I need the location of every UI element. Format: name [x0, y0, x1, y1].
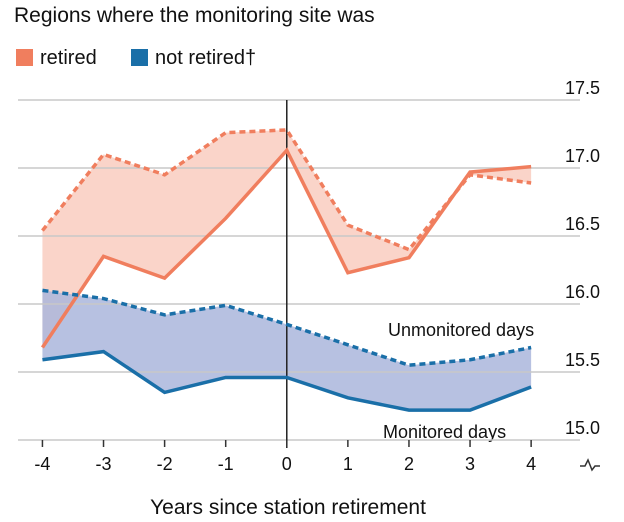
- x-tick-label: -4: [34, 454, 50, 474]
- x-tick-label: 0: [282, 454, 292, 474]
- legend-label: retired: [40, 47, 97, 69]
- axis-break: [580, 458, 600, 472]
- y-tick-label: 17.5: [565, 78, 600, 98]
- x-tick-label: 1: [343, 454, 353, 474]
- annotation: Unmonitored days: [388, 320, 534, 340]
- x-axis-label: Years since station retirement: [150, 496, 426, 519]
- legend-label: not retired†: [155, 47, 256, 69]
- x-tick-label: -3: [96, 454, 112, 474]
- annotation: Monitored days: [383, 422, 506, 442]
- x-tick-label: -2: [157, 454, 173, 474]
- y-tick-label: 16.5: [565, 214, 600, 234]
- area: [42, 129, 532, 348]
- x-tick-label: 4: [526, 454, 536, 474]
- y-tick-label: 15.0: [565, 418, 600, 438]
- y-tick-label: 17.0: [565, 146, 600, 166]
- y-tick-label: 16.0: [565, 282, 600, 302]
- chart-title: Regions where the monitoring site was: [14, 4, 375, 27]
- legend-swatch: [16, 49, 33, 66]
- line: [40, 147, 532, 349]
- line: [42, 349, 532, 412]
- x-tick-label: 3: [465, 454, 475, 474]
- legend-swatch: [131, 49, 148, 66]
- y-tick-label: 15.5: [565, 350, 600, 370]
- x-tick-label: 2: [404, 454, 414, 474]
- x-tick-label: -1: [218, 454, 234, 474]
- line: [42, 288, 532, 367]
